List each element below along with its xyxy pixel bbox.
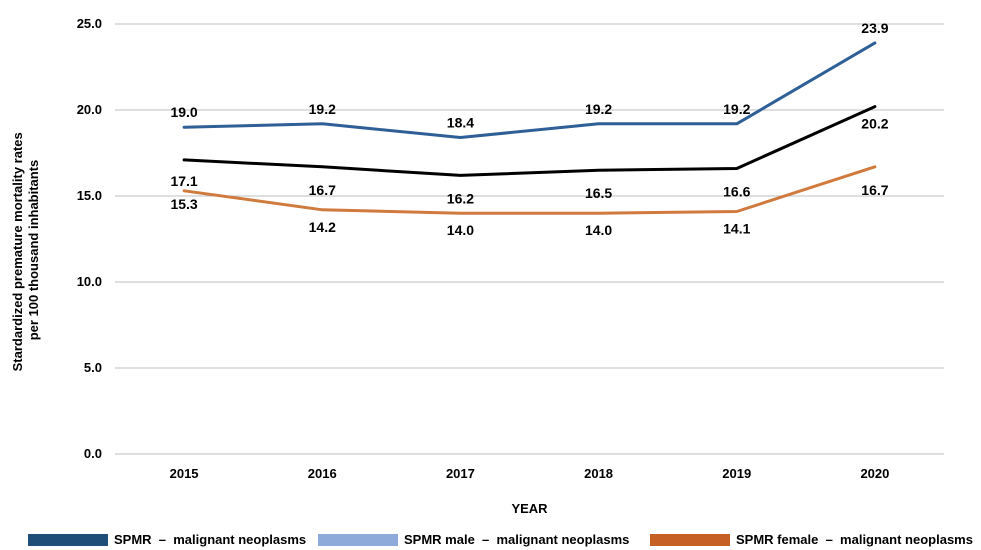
legend-item-total[interactable]: SPMR – malignant neoplasms xyxy=(28,532,306,547)
legend-label: SPMR – malignant neoplasms xyxy=(114,532,307,547)
data-label: 14.0 xyxy=(447,222,474,238)
data-label: 19.0 xyxy=(170,104,197,120)
data-label: 19.2 xyxy=(723,101,750,117)
series-line-0 xyxy=(182,105,877,177)
y-axis-title: Stardardized premature mortality rates p… xyxy=(10,129,41,372)
data-label: 15.3 xyxy=(170,196,197,212)
x-tick-label: 2016 xyxy=(308,466,337,481)
legend-swatch xyxy=(318,533,398,546)
data-label: 18.4 xyxy=(447,115,474,131)
data-label: 17.1 xyxy=(170,173,197,189)
data-label: 16.6 xyxy=(723,183,750,199)
y-axis-title-line-1: Stardardized premature mortality rates xyxy=(10,132,25,371)
y-tick-label: 15.0 xyxy=(77,188,102,203)
legend-swatch xyxy=(28,533,108,546)
data-label: 16.7 xyxy=(309,182,336,198)
y-tick-label: 0.0 xyxy=(84,446,102,461)
x-tick-label: 2020 xyxy=(860,466,889,481)
y-tick-label: 25.0 xyxy=(77,16,102,31)
y-axis-title-line-2: per 100 thousand inhabitants xyxy=(26,160,41,341)
legend-swatch xyxy=(650,533,730,546)
legend-label: SPMR male – malignant neoplasms xyxy=(404,532,630,547)
x-tick-label: 2015 xyxy=(170,466,199,481)
y-tick-label: 10.0 xyxy=(77,274,102,289)
series-line-2 xyxy=(182,165,877,215)
data-label: 16.7 xyxy=(861,182,888,198)
legend: SPMR – malignant neoplasms SPMR male – m… xyxy=(0,528,981,550)
legend-item-male[interactable]: SPMR male – malignant neoplasms xyxy=(318,532,629,547)
y-tick-label: 20.0 xyxy=(77,102,102,117)
data-labels: 17.1 16.7 16.2 16.5 16.6 20.2 19.0 19.2 18.4 19.2… xyxy=(170,20,888,238)
x-tick-label: 2018 xyxy=(584,466,613,481)
x-tick-label: 2019 xyxy=(722,466,751,481)
line-chart: 0.05.010.015.020.025.0 2015 2016 2017 2018 2… xyxy=(10,16,944,516)
x-axis-title: YEAR xyxy=(511,501,548,516)
gridlines xyxy=(115,23,944,455)
data-label: 19.2 xyxy=(585,101,612,117)
data-label: 16.2 xyxy=(447,190,474,206)
data-label: 16.5 xyxy=(585,185,612,201)
y-axis-ticks: 0.0 5.0 10.0 15.0 20.0 25.0 xyxy=(77,16,102,461)
y-tick-label: 5.0 xyxy=(84,360,102,375)
series-lines xyxy=(182,41,877,215)
legend-label: SPMR female – malignant neoplasms xyxy=(736,532,973,547)
x-tick-label: 2017 xyxy=(446,466,475,481)
data-label: 19.2 xyxy=(309,101,336,117)
data-label: 23.9 xyxy=(861,20,888,36)
data-label: 20.2 xyxy=(861,116,888,132)
data-label: 14.2 xyxy=(309,219,336,235)
data-label: 14.1 xyxy=(723,220,750,236)
x-axis-ticks: 2015 2016 2017 2018 2019 2020 xyxy=(170,466,890,481)
legend-item-female[interactable]: SPMR female – malignant neoplasms xyxy=(650,532,973,547)
series-line-1 xyxy=(182,41,877,139)
data-label: 14.0 xyxy=(585,222,612,238)
